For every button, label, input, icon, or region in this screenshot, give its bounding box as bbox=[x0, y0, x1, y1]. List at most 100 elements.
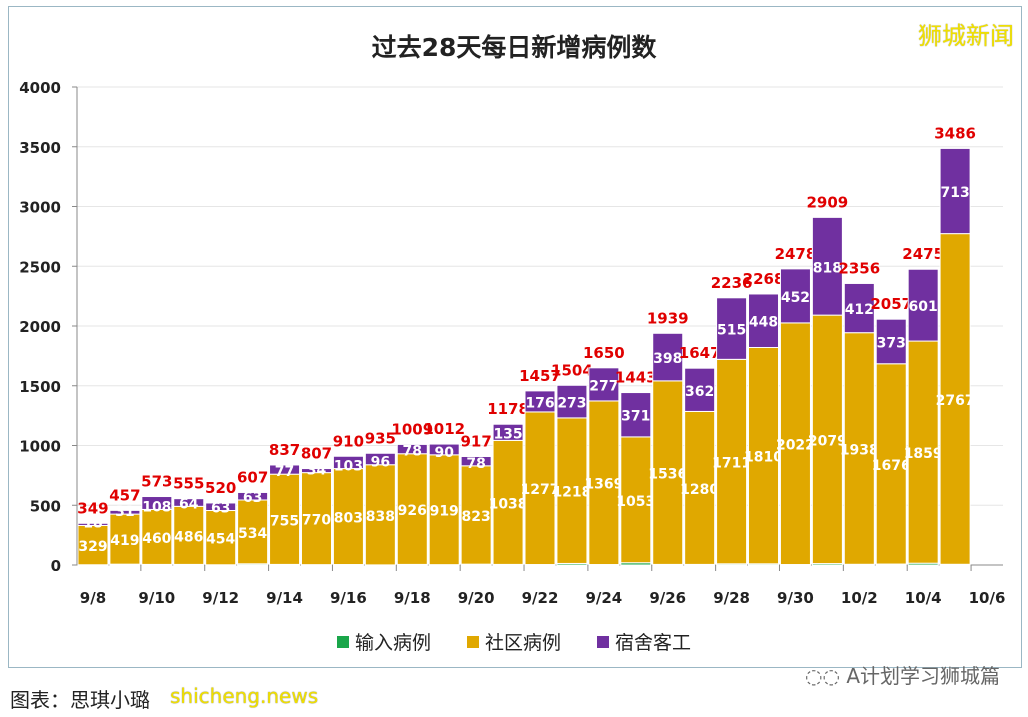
data-label: 1676 bbox=[872, 458, 911, 474]
data-label: 454 bbox=[206, 532, 235, 548]
data-label: 1280 bbox=[680, 482, 719, 498]
legend-swatch bbox=[336, 635, 349, 648]
x-tick-label: 10/4 bbox=[905, 589, 942, 607]
data-label: 1859 bbox=[904, 446, 943, 462]
bar-segment-dorm bbox=[779, 268, 811, 324]
data-label: 818 bbox=[813, 260, 842, 276]
wechat-name: A计划学习狮城篇 bbox=[846, 664, 1000, 688]
x-tick-label: 9/10 bbox=[138, 589, 175, 607]
bar-segment-dorm bbox=[843, 282, 875, 334]
legend-swatch bbox=[597, 635, 609, 648]
bar-segment-dorm bbox=[588, 367, 620, 402]
data-label: 919 bbox=[430, 504, 459, 520]
bar-segment-dorm bbox=[620, 392, 652, 438]
data-label: 31 bbox=[115, 504, 134, 520]
total-label: 1443 bbox=[615, 369, 657, 387]
data-label: 63 bbox=[211, 501, 230, 517]
data-label: 362 bbox=[685, 384, 714, 400]
bar-segment-community bbox=[109, 513, 141, 565]
total-label: 1457 bbox=[519, 367, 561, 385]
x-tick-label: 9/20 bbox=[458, 589, 495, 607]
data-label: 277 bbox=[589, 378, 618, 394]
bar-segment-community bbox=[556, 417, 588, 564]
x-tick-label: 9/24 bbox=[585, 589, 622, 607]
bar-segment-community bbox=[684, 410, 716, 565]
y-tick-label: 3000 bbox=[19, 199, 61, 217]
data-label: 2022 bbox=[776, 438, 815, 454]
wechat-icon: ◌◌ bbox=[805, 664, 847, 688]
bar-segment-dorm bbox=[109, 509, 141, 515]
legend-label: 社区病例 bbox=[484, 632, 561, 654]
bar-segment-dorm bbox=[907, 268, 939, 342]
total-label: 917 bbox=[460, 432, 491, 450]
data-label: 63 bbox=[243, 490, 262, 506]
data-label: 713 bbox=[940, 185, 969, 201]
data-label: 1536 bbox=[648, 467, 687, 483]
data-label: 176 bbox=[525, 395, 554, 411]
bar-segment-community bbox=[748, 347, 780, 565]
bar-segment-community bbox=[77, 524, 109, 566]
data-label: 273 bbox=[557, 396, 586, 412]
bar-segment-community bbox=[652, 380, 684, 565]
data-label: 371 bbox=[621, 409, 650, 425]
data-label: 2079 bbox=[808, 433, 847, 449]
bar-segment-community bbox=[843, 332, 875, 565]
data-label: 64 bbox=[179, 496, 199, 512]
bar-segment-dorm bbox=[460, 455, 492, 467]
y-tick-label: 2000 bbox=[19, 318, 61, 336]
bar-segment-dorm bbox=[269, 464, 301, 475]
total-label: 935 bbox=[365, 429, 396, 447]
bar-segment-community bbox=[524, 411, 556, 566]
data-label: 1038 bbox=[489, 496, 528, 512]
bar-segment-community bbox=[716, 358, 748, 565]
data-label: 1218 bbox=[552, 485, 591, 501]
data-label: 1938 bbox=[840, 442, 879, 458]
x-tick-label: 9/30 bbox=[777, 589, 814, 607]
data-label: 515 bbox=[717, 323, 746, 339]
y-tick-label: 2500 bbox=[19, 258, 61, 276]
bar-segment-dorm bbox=[77, 522, 109, 526]
data-label: 601 bbox=[909, 299, 938, 315]
data-label: 412 bbox=[845, 302, 874, 318]
bar-segment-dorm bbox=[556, 384, 588, 419]
x-tick-label: 9/12 bbox=[202, 589, 239, 607]
data-label: 534 bbox=[238, 526, 267, 542]
data-label: 1053 bbox=[616, 494, 655, 510]
bar-segment-dorm bbox=[939, 147, 971, 235]
bar-segment-community bbox=[875, 363, 907, 565]
data-label: 34 bbox=[307, 463, 327, 479]
data-label: 448 bbox=[749, 315, 778, 331]
y-tick-label: 500 bbox=[30, 497, 61, 515]
bar-segment-community bbox=[428, 454, 460, 566]
chart-title: 过去28天每日新增病例数 bbox=[371, 33, 657, 62]
x-tick-label: 9/18 bbox=[394, 589, 431, 607]
bar-segment-dorm bbox=[237, 491, 269, 501]
bar-segment-community bbox=[173, 505, 205, 565]
bar-segment-dorm bbox=[684, 367, 716, 412]
y-tick-label: 1000 bbox=[19, 438, 61, 456]
total-label: 2236 bbox=[711, 274, 753, 292]
legend-item-imported: 输入病例 bbox=[336, 628, 431, 655]
bar-segment-dorm bbox=[396, 443, 428, 455]
y-tick-label: 1500 bbox=[19, 378, 61, 396]
x-tick-label: 9/16 bbox=[330, 589, 367, 607]
total-label: 2909 bbox=[807, 193, 849, 211]
data-label: 373 bbox=[877, 335, 906, 351]
legend-item-dorm: 宿舍客工 bbox=[597, 628, 691, 655]
data-label: 1369 bbox=[584, 477, 623, 493]
bar-segment-dorm bbox=[652, 332, 684, 382]
bar-segment-dorm bbox=[524, 390, 556, 413]
total-label: 837 bbox=[269, 441, 300, 459]
data-label: 486 bbox=[174, 529, 203, 545]
bar-segment-dorm bbox=[173, 498, 205, 507]
total-label: 2478 bbox=[775, 245, 817, 263]
data-label: 1277 bbox=[521, 482, 560, 498]
data-label: 96 bbox=[371, 455, 390, 471]
x-tick-label: 9/8 bbox=[80, 589, 106, 607]
data-label: 803 bbox=[334, 511, 363, 527]
bar-segment-community bbox=[300, 472, 332, 566]
total-label: 1009 bbox=[391, 420, 433, 438]
data-label: 108 bbox=[142, 499, 171, 515]
total-label: 1504 bbox=[551, 361, 593, 379]
bar-segment-dorm bbox=[716, 297, 748, 360]
